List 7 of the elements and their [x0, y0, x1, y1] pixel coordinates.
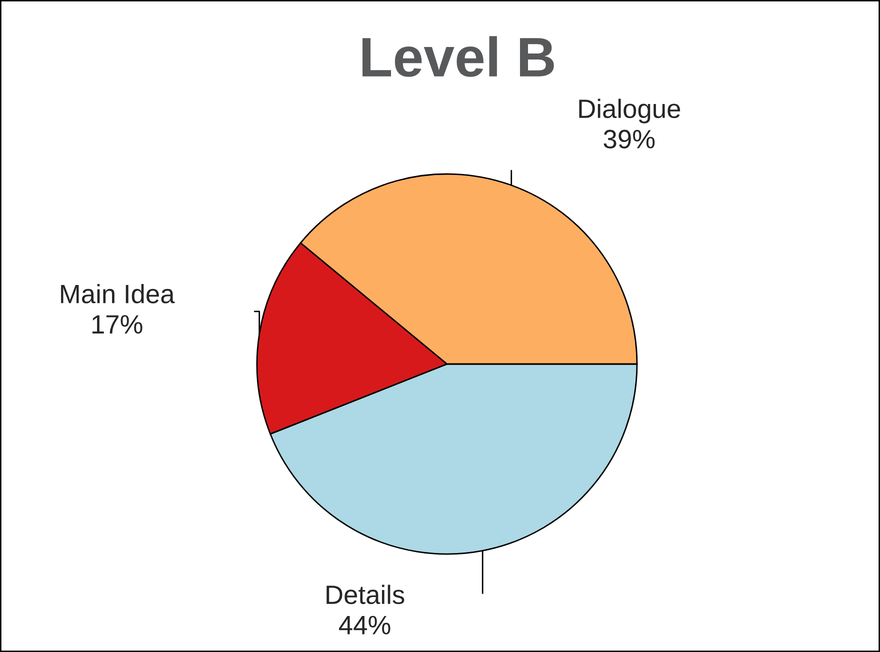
- data-label: 17%: [92, 315, 142, 334]
- chart-title: Level B: [362, 36, 554, 77]
- slice-label: Dialogue: [579, 98, 680, 124]
- slice-label: Details: [326, 584, 404, 604]
- slice-label: Main Idea: [61, 284, 175, 304]
- data-label: 44%: [339, 616, 390, 634]
- data-label: 39%: [604, 130, 655, 148]
